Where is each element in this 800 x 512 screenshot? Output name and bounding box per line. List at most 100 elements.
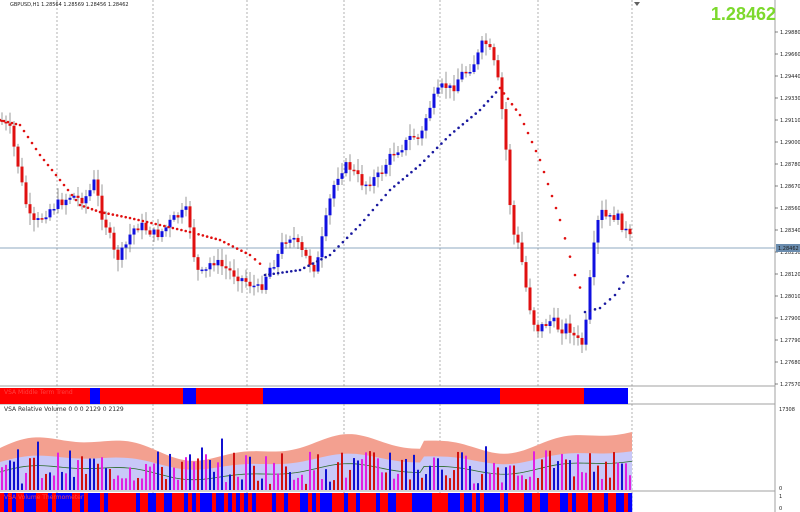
candle-body — [232, 270, 236, 277]
thermometer-segment — [436, 493, 441, 512]
thermometer-segment — [556, 493, 561, 512]
candle-body — [432, 93, 436, 108]
trail-dot — [457, 126, 460, 130]
volume-bar — [573, 476, 575, 490]
volume-bar — [493, 462, 495, 490]
trail-dot — [26, 135, 30, 139]
trail-dot — [248, 253, 252, 257]
thermometer-segment — [344, 493, 349, 512]
candle-body — [480, 40, 484, 53]
trail-dot — [362, 218, 366, 222]
trail-dot — [410, 170, 413, 174]
volume-bar — [53, 475, 55, 490]
trail-dot — [341, 240, 345, 244]
trail-dot — [542, 170, 546, 174]
thermometer-segment — [392, 493, 397, 512]
trail-dot — [289, 269, 293, 273]
thermometer-segment — [572, 493, 577, 512]
trail-dot — [514, 108, 518, 111]
trail-dot — [50, 168, 54, 172]
candle-body — [52, 208, 56, 211]
trail-dot — [392, 185, 396, 188]
thermometer-segment — [204, 493, 209, 512]
thermometer-segment — [596, 493, 601, 512]
volume-axis-top: 17308 — [779, 407, 795, 413]
candle-body — [424, 118, 428, 131]
trail-dot — [162, 224, 166, 228]
volume-bar — [561, 453, 563, 490]
trail-dot — [546, 182, 550, 186]
candle-body — [588, 277, 592, 320]
thermometer-panel-label: VSA Volume Thermometer — [4, 494, 84, 501]
trail-dot — [345, 236, 349, 240]
candle-body — [628, 228, 632, 235]
trail-dot — [222, 240, 226, 244]
volume-bar — [601, 478, 603, 490]
trail-dot — [231, 245, 235, 248]
volume-bar — [9, 460, 11, 490]
candle-body — [64, 199, 68, 206]
thermometer-segment — [308, 493, 313, 512]
thermometer-segment — [288, 493, 293, 512]
thermometer-segment — [512, 493, 517, 512]
volume-bar — [613, 452, 615, 490]
trail-dot — [328, 253, 332, 257]
thermometer-segment — [404, 493, 409, 512]
trail-dot — [324, 255, 328, 259]
thermometer-segment — [488, 493, 493, 512]
candle-body — [604, 209, 608, 217]
thermometer-segment — [456, 493, 461, 512]
thermometer-segment — [320, 493, 325, 512]
thermometer-segment — [124, 493, 129, 512]
trail-dot — [593, 308, 597, 311]
trail-dot — [622, 281, 625, 284]
volume-bar — [133, 480, 135, 490]
thermometer-segment — [224, 493, 229, 512]
candle-body — [456, 79, 460, 92]
trail-dot — [276, 271, 280, 275]
volume-bar — [581, 472, 583, 490]
thermometer-segment — [496, 493, 501, 512]
volume-bar — [605, 461, 607, 490]
volume-bar — [209, 460, 211, 490]
thermometer-segment — [592, 493, 597, 512]
candle-body — [124, 244, 128, 248]
volume-bar — [169, 453, 171, 490]
volume-bar — [229, 474, 231, 490]
volume-bar — [89, 458, 91, 490]
volume-bar — [245, 455, 247, 490]
trail-dot — [175, 227, 179, 231]
candle-body — [248, 281, 252, 287]
candle-body — [160, 231, 164, 238]
volume-bar — [477, 483, 479, 490]
trend-segment — [584, 388, 628, 404]
volume-bar — [317, 454, 319, 490]
price-tick-label: 1.28560 — [780, 206, 800, 212]
candle-body — [88, 190, 92, 197]
thermometer-segment — [116, 493, 121, 512]
thermometer-segment — [612, 493, 617, 512]
trail-dot — [10, 121, 14, 125]
thermometer-segment — [84, 493, 89, 512]
trail-dot — [482, 104, 486, 107]
thermometer-segment — [156, 493, 161, 512]
candle-body — [108, 227, 112, 233]
candle-body — [172, 215, 176, 220]
candle-body — [484, 40, 488, 45]
thermometer-segment — [328, 493, 333, 512]
candle-body — [56, 199, 60, 209]
candle-body — [100, 195, 104, 220]
volume-bar — [45, 473, 47, 490]
candle-body — [372, 177, 376, 186]
volume-bar — [237, 476, 239, 490]
volume-bar — [205, 454, 207, 490]
candle-body — [104, 219, 108, 228]
thermometer-segment — [424, 493, 429, 512]
candle-body — [356, 170, 360, 175]
trail-dot — [573, 273, 577, 277]
volume-bar — [313, 470, 315, 490]
volume-bar — [557, 461, 559, 490]
candle-body — [552, 317, 556, 322]
volume-bar — [301, 474, 303, 490]
